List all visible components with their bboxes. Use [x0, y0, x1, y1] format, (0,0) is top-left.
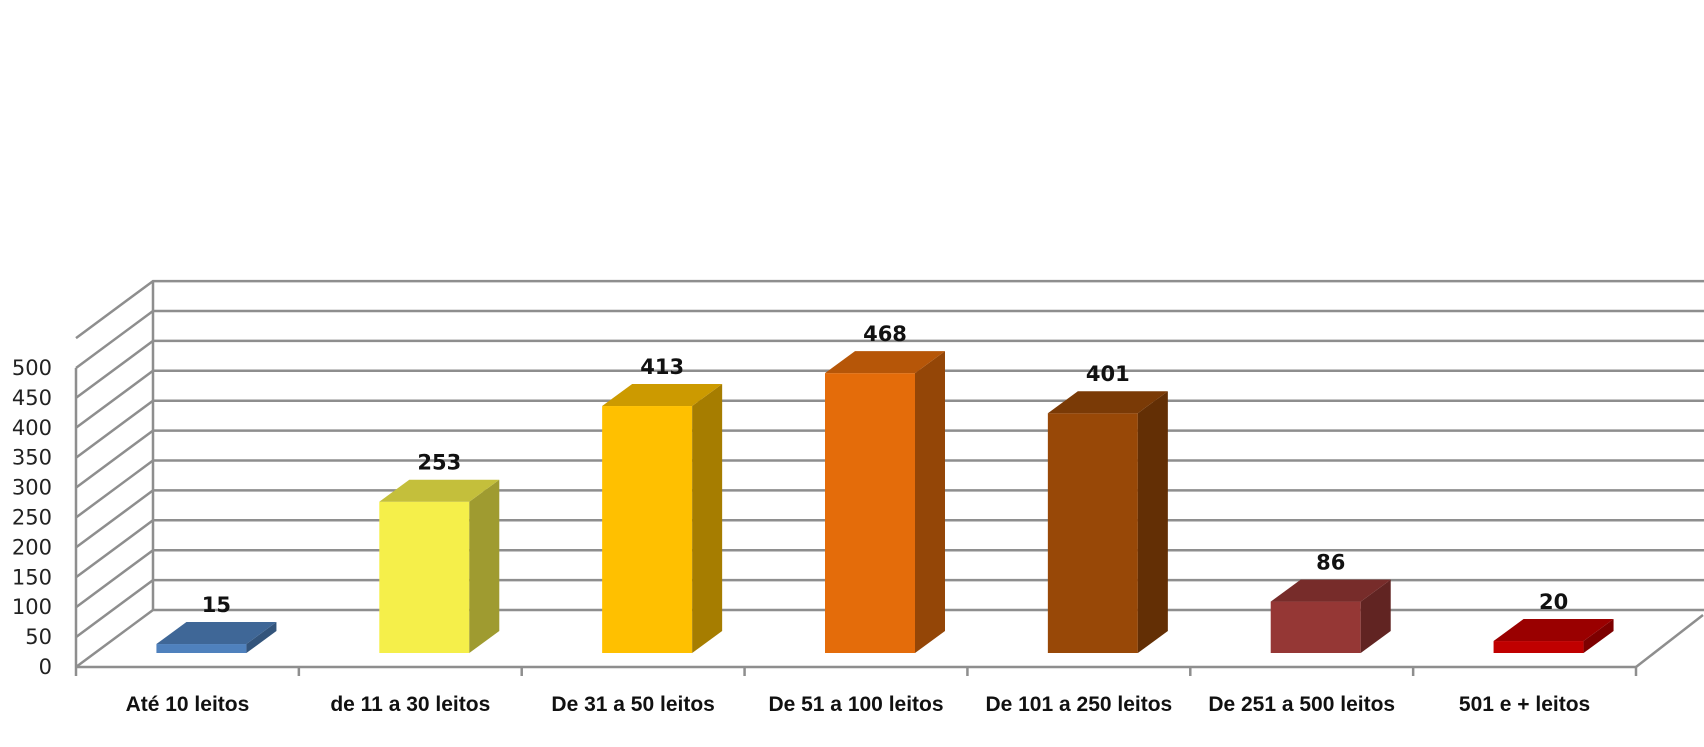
bar-side-0: [246, 622, 277, 653]
bar-front-4: [1047, 413, 1138, 653]
bar-side-6: [1583, 619, 1614, 653]
y-tick-label: 100: [12, 595, 52, 619]
y-tick-label: 250: [12, 506, 52, 530]
category-label: de 11 a 30 leitos: [330, 693, 490, 716]
bar-side-5: [1360, 579, 1391, 653]
y-tick-label: 150: [12, 565, 52, 589]
y-tick-label: 400: [12, 416, 52, 440]
data-label: 86: [1316, 551, 1345, 575]
y-tick-label: 500: [12, 356, 52, 380]
category-label: De 31 a 50 leitos: [551, 693, 714, 716]
bar-front-3: [825, 373, 915, 653]
data-label: 15: [202, 593, 231, 617]
y-tick-label: 50: [25, 625, 52, 649]
bar-side-1: [469, 479, 500, 653]
bar-top-3: [825, 351, 945, 374]
data-label: 401: [1086, 362, 1130, 386]
bar-side-2: [692, 384, 723, 653]
y-tick-label: 200: [12, 535, 52, 559]
bar-side-3: [915, 351, 945, 653]
data-label: 413: [640, 355, 684, 379]
bar-front-0: [156, 644, 247, 653]
axes: [74, 281, 1704, 676]
y-tick-label: 0: [39, 655, 52, 679]
category-label: De 251 a 500 leitos: [1208, 693, 1395, 716]
category-label: 501 e + leitos: [1459, 693, 1590, 716]
data-label: 20: [1539, 590, 1568, 614]
bar-front-2: [602, 406, 693, 653]
labels: 0 50 100 150 200 250 300 350 400 450 500 15 Até 10 l…: [12, 322, 1590, 716]
category-label: De 101 a 250 leitos: [985, 693, 1172, 716]
category-label: Até 10 leitos: [126, 693, 250, 716]
bars: [156, 351, 1614, 653]
y-tick-label: 300: [12, 476, 52, 500]
bar-top-0: [156, 622, 277, 645]
data-label: 468: [863, 322, 907, 346]
floor-right-edge: [1635, 614, 1704, 668]
bar-side-4: [1137, 391, 1168, 653]
bar-top-1: [379, 479, 500, 502]
bar-front-5: [1270, 601, 1361, 653]
category-label: De 51 a 100 leitos: [768, 693, 943, 716]
y-tick-label: 350: [12, 446, 52, 470]
bar-top-2: [602, 384, 723, 407]
data-label: 253: [417, 451, 461, 475]
bar-top-4: [1047, 391, 1168, 414]
bar-top-6: [1493, 619, 1614, 642]
bar-front-6: [1493, 641, 1584, 653]
y-tick-label: 450: [12, 386, 52, 410]
bar-front-1: [379, 501, 470, 653]
bar-top-5: [1270, 579, 1391, 602]
